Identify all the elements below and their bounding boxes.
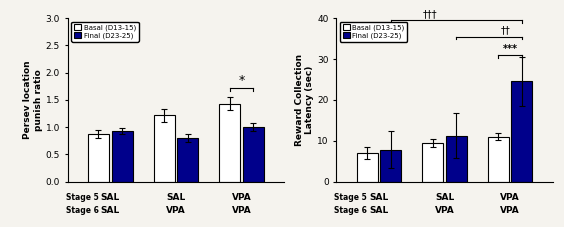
- Bar: [112, 131, 133, 182]
- Legend: Basal (D13-15), Final (D23-25): Basal (D13-15), Final (D23-25): [71, 22, 139, 42]
- Bar: [446, 136, 467, 182]
- Bar: [422, 143, 443, 182]
- Text: ***: ***: [503, 44, 518, 54]
- Text: *: *: [238, 74, 245, 87]
- Text: VPA: VPA: [435, 206, 455, 215]
- Bar: [512, 81, 532, 182]
- Bar: [380, 150, 401, 182]
- Bar: [88, 134, 109, 182]
- Text: VPA: VPA: [500, 193, 520, 202]
- Text: VPA: VPA: [500, 206, 520, 215]
- Text: Stage 6: Stage 6: [66, 206, 99, 215]
- Text: VPA: VPA: [232, 193, 252, 202]
- Text: Stage 6: Stage 6: [334, 206, 367, 215]
- Text: ††: ††: [501, 25, 510, 35]
- Bar: [243, 127, 264, 182]
- Text: SAL: SAL: [369, 193, 389, 202]
- Bar: [488, 137, 509, 182]
- Bar: [177, 138, 198, 182]
- Bar: [219, 104, 240, 182]
- Text: VPA: VPA: [232, 206, 252, 215]
- Bar: [356, 153, 378, 182]
- Text: SAL: SAL: [435, 193, 454, 202]
- Text: Stage 5: Stage 5: [66, 193, 99, 202]
- Text: SAL: SAL: [369, 206, 389, 215]
- Y-axis label: Reward Collection
Latency (sec): Reward Collection Latency (sec): [295, 54, 315, 146]
- Text: Stage 5: Stage 5: [334, 193, 367, 202]
- Legend: Basal (D13-15), Final (D23-25): Basal (D13-15), Final (D23-25): [340, 22, 407, 42]
- Text: †††: †††: [423, 9, 438, 19]
- Text: VPA: VPA: [166, 206, 186, 215]
- Y-axis label: Persev location
punish ratio: Persev location punish ratio: [24, 61, 43, 139]
- Text: SAL: SAL: [100, 193, 120, 202]
- Bar: [153, 115, 174, 182]
- Text: SAL: SAL: [100, 206, 120, 215]
- Text: SAL: SAL: [166, 193, 186, 202]
